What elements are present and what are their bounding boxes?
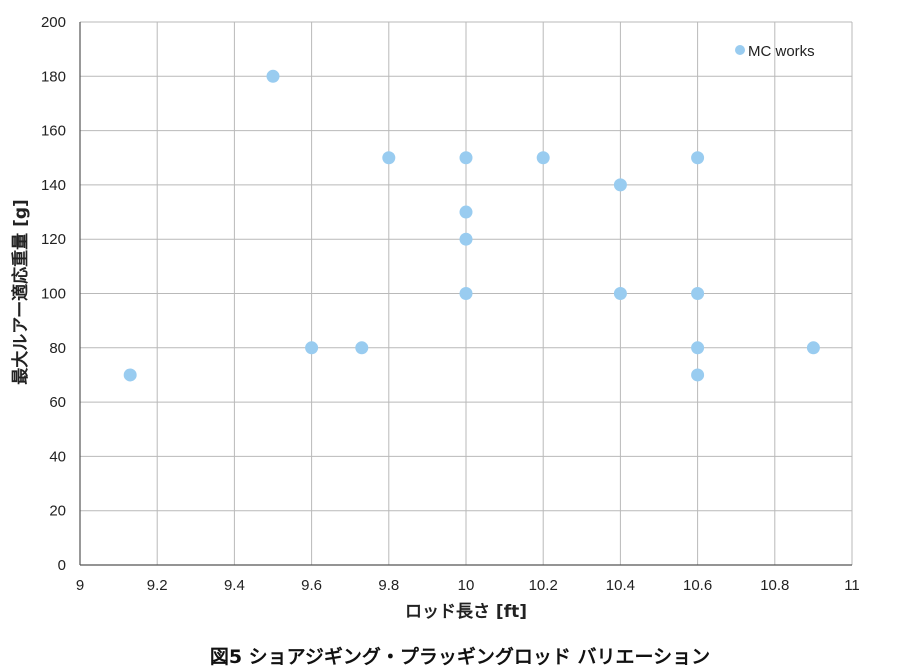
data-point — [123, 368, 137, 382]
legend-label: MC works — [748, 43, 815, 60]
x-tick-label: 9.6 — [301, 577, 322, 594]
data-point — [459, 287, 473, 300]
legend: MC works — [735, 43, 815, 60]
data-point — [382, 151, 396, 165]
data-point — [806, 341, 820, 355]
data-point — [691, 341, 705, 355]
y-tick-label: 180 — [41, 68, 66, 85]
scatter-chart: 0 20 40 60 80 100 120 140 160 180 200 9 9.2 9.4 9.6 9.… — [10, 14, 860, 622]
y-axis-title: 最大ルアー適応重量 [g] — [10, 199, 31, 385]
data-point — [691, 151, 705, 165]
y-tick-label: 20 — [49, 503, 66, 520]
data-point — [613, 178, 627, 192]
y-tick-label: 0 — [58, 557, 66, 574]
x-tick-labels: 9 9.2 9.4 9.6 9.8 10 10.2 10.4 10.6 10.8 11 — [76, 577, 860, 594]
data-point — [459, 151, 473, 165]
data-point — [355, 341, 369, 355]
data-points — [123, 69, 820, 382]
data-point — [613, 287, 627, 300]
data-point — [459, 205, 473, 219]
x-tick-label: 10 — [458, 577, 475, 594]
x-tick-label: 11 — [844, 577, 860, 594]
y-tick-label: 40 — [49, 448, 66, 465]
x-tick-label: 9 — [76, 577, 84, 594]
x-tick-label: 10.2 — [529, 577, 558, 594]
x-tick-label: 10.4 — [606, 577, 635, 594]
y-tick-label: 160 — [41, 123, 66, 140]
x-tick-label: 9.8 — [378, 577, 399, 594]
data-point — [266, 69, 280, 83]
y-tick-label: 120 — [41, 231, 66, 248]
legend-marker — [735, 45, 745, 55]
x-tick-label: 9.2 — [147, 577, 168, 594]
y-tick-labels: 0 20 40 60 80 100 120 140 160 180 200 — [41, 14, 66, 574]
data-point — [691, 287, 705, 300]
y-tick-label: 200 — [41, 14, 66, 31]
data-point — [305, 341, 319, 355]
y-tick-label: 80 — [49, 340, 66, 357]
axes — [79, 22, 852, 566]
data-point — [459, 232, 473, 246]
x-axis-title: ロッド長さ [ft] — [405, 602, 527, 622]
x-tick-label: 10.8 — [760, 577, 789, 594]
x-tick-label: 10.6 — [683, 577, 712, 594]
y-tick-label: 60 — [49, 394, 66, 411]
data-point — [691, 368, 705, 382]
figure-caption: 図5 ショアジギング・プラッギングロッド バリエーション — [209, 646, 711, 668]
y-tick-label: 140 — [41, 177, 66, 194]
data-point — [536, 151, 550, 165]
x-tick-label: 9.4 — [224, 577, 245, 594]
y-tick-label: 100 — [41, 286, 66, 303]
